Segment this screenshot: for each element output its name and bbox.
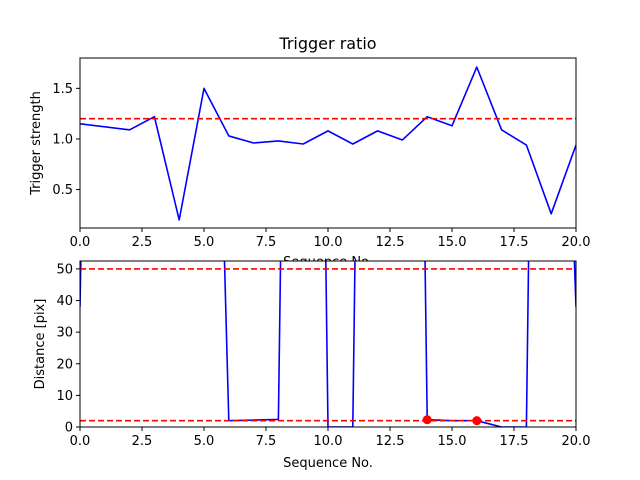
chart2-x-axis-label: Sequence No.: [283, 456, 373, 471]
chart1-y-tick-label: 0.5: [52, 183, 73, 198]
chart2-x-tick-label: 10.0: [314, 434, 343, 449]
chart2-x-tick-label: 0.0: [70, 434, 91, 449]
chart1-data-layer: [80, 66, 576, 221]
chart2-x-tick-label: 17.5: [500, 434, 529, 449]
chart2-y-tick-label: 0: [65, 421, 73, 436]
chart2-y-tick-label: 40: [56, 294, 73, 309]
chart1-x-tick-label: 0.0: [70, 235, 91, 250]
chart1-x-tick-label: 15.0: [438, 235, 467, 250]
chart1-x-tick-label: 2.5: [132, 235, 153, 250]
chart2-y-tick-label: 20: [56, 357, 73, 372]
chart1-y-tick-label: 1.5: [52, 82, 73, 97]
chart1-x-tick-label: 5.0: [194, 235, 215, 250]
chart1-x-tick-label: 10.0: [314, 235, 343, 250]
chart1-axes: 0.0 2.5 5.0 7.5 10.0 12.5 15.0 17.5 20.0 0.5 1.0 1.…: [52, 57, 591, 250]
chart2-x-tick-label: 2.5: [132, 434, 153, 449]
chart2-x-tick-label: 15.0: [438, 434, 467, 449]
chart1-x-tick-label: 12.5: [376, 235, 405, 250]
chart2-data-layer: [80, 261, 576, 427]
chart1-x-tick-label: 20.0: [562, 235, 591, 250]
chart1-y-axis-label: Trigger strength: [29, 91, 44, 196]
chart2-x-tick-label: 5.0: [194, 434, 215, 449]
chart1-plot-area: [80, 58, 576, 228]
chart1-title: Trigger ratio: [278, 34, 376, 53]
chart2-y-tick-label: 50: [56, 262, 73, 277]
chart2-x-tick-label: 12.5: [376, 434, 405, 449]
chart2-x-tick-label: 7.5: [256, 434, 277, 449]
chart2-y-tick-label: 30: [56, 326, 73, 341]
chart1-x-tick-label: 7.5: [256, 235, 277, 250]
chart2-axes: 0.0 2.5 5.0 7.5 10.0 12.5 15.0 17.5 20.0 0 10 20 30 4…: [56, 260, 591, 449]
chart2-marker-2: [472, 416, 482, 426]
chart2-y-tick-label: 10: [56, 389, 73, 404]
chart2-y-axis-label: Distance [pix]: [33, 299, 48, 390]
chart1-x-tick-label: 17.5: [500, 235, 529, 250]
chart2-x-tick-label: 20.0: [562, 434, 591, 449]
chart2-marker-1: [422, 415, 432, 425]
chart1-y-tick-label: 1.0: [52, 132, 73, 147]
